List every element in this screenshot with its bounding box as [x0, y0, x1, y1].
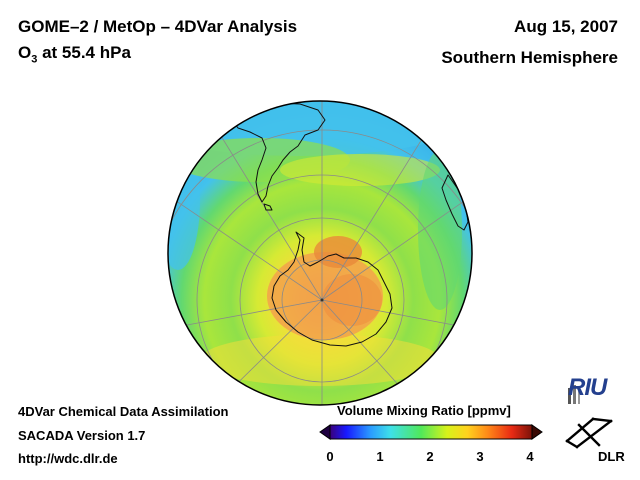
colorbar-gradient: [329, 424, 533, 440]
vortex-core-east: [322, 274, 382, 326]
species-prefix: O: [18, 43, 32, 62]
ozone-field-patches: [168, 101, 470, 386]
dlr-logo-icon: [565, 417, 613, 449]
meridian-line: [168, 189, 323, 301]
footer-assimilation: 4DVar Chemical Data Assimilation: [18, 404, 229, 419]
riu-logo: RIU: [568, 374, 607, 401]
colorbar-tick-label: 4: [526, 449, 534, 464]
yellow-ring-south: [200, 334, 440, 386]
species-subscript: 3: [31, 53, 38, 66]
analysis-date: Aug 15, 2007: [514, 17, 618, 36]
antarctic-peninsula-and-continent: [271, 231, 393, 347]
species-suffix: at 55.4 hPa: [37, 43, 131, 62]
footer-version: SACADA Version 1.7: [18, 428, 146, 443]
south-america-coast: [231, 102, 326, 203]
footer-url[interactable]: http://wdc.dlr.de: [18, 451, 118, 466]
hemisphere-label: Southern Hemisphere: [441, 48, 618, 67]
tierra-del-fuego: [263, 203, 273, 211]
colorbar-tick-label: 0: [326, 449, 334, 464]
meridian-line: [168, 299, 323, 331]
species-level-label: O3 at 55.4 hPa: [18, 43, 131, 65]
dlr-logo-text: DLR: [598, 449, 625, 464]
colorbar-max-arrow: [531, 424, 543, 440]
green-band-east: [418, 150, 462, 310]
meridian-line: [321, 189, 472, 301]
colorbar-title: Volume Mixing Ratio [ppmv]: [337, 403, 511, 418]
riu-logo-mark: [566, 384, 582, 411]
globe-outline: [167, 100, 473, 406]
colorbar-tick-label: 1: [376, 449, 384, 464]
yellow-band-north: [280, 154, 440, 186]
meridian-line: [204, 109, 323, 301]
colorbar-tick-label: 3: [476, 449, 484, 464]
colorbar-tick-label: 2: [426, 449, 434, 464]
colorbar: [319, 424, 543, 440]
colorbar-min-arrow: [319, 424, 331, 440]
meridian-line: [321, 109, 441, 301]
south-pole-marker: [320, 298, 324, 302]
map-title: GOME–2 / MetOp – 4DVar Analysis: [18, 17, 298, 36]
